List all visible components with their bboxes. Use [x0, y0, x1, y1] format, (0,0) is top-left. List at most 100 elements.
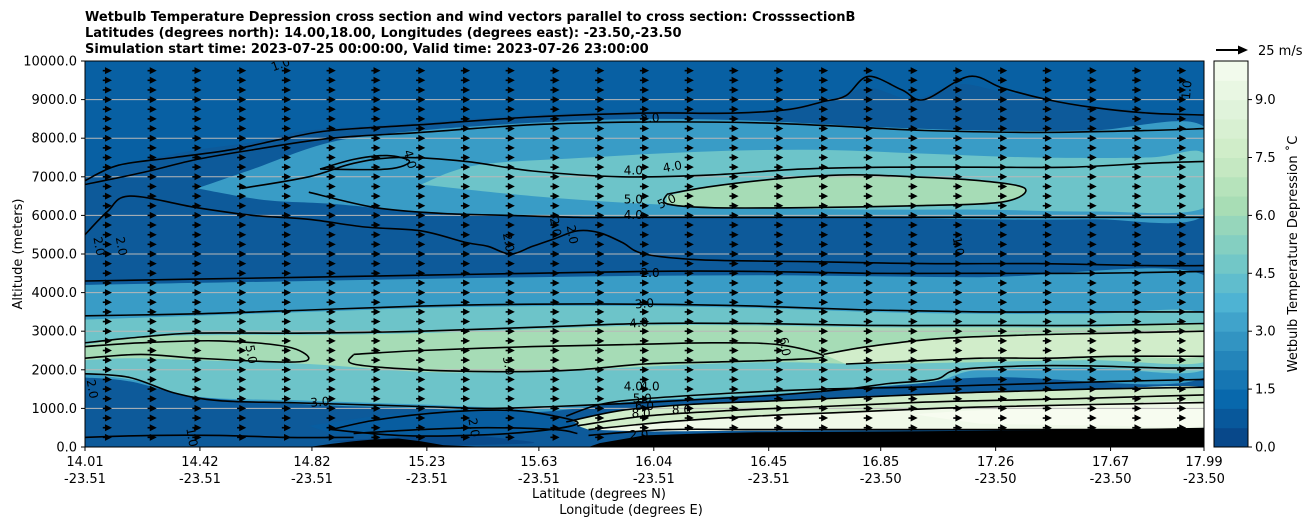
wind-vector [908, 298, 918, 306]
wind-vector [505, 115, 515, 123]
wind-vector [1132, 231, 1142, 239]
wind-vector [371, 76, 381, 84]
colorbar-tick-label: 9.0 [1255, 93, 1276, 108]
wind-vector [326, 163, 336, 171]
wind-vector [863, 404, 873, 412]
colorbar-swatch [1214, 408, 1248, 429]
wind-vector [774, 347, 784, 354]
wind-vector [908, 308, 918, 316]
wind-vector [281, 347, 292, 354]
chart-title-line-1: Wetbulb Temperature Depression cross sec… [85, 10, 855, 25]
colorbar-swatch [1214, 196, 1248, 216]
wind-vector [326, 202, 336, 210]
wind-vector [953, 192, 963, 200]
wind-vector [505, 385, 515, 393]
wind-vector [595, 125, 605, 133]
wind-vector [639, 260, 650, 268]
wind-vector [237, 96, 247, 104]
wind-vector [1177, 308, 1187, 316]
wind-vector [550, 202, 560, 210]
wind-vector [281, 424, 292, 432]
wind-vector [908, 385, 918, 393]
wind-vector [1087, 250, 1097, 258]
wind-vector [953, 105, 963, 113]
wind-vector [1042, 173, 1052, 181]
wind-vector [192, 385, 202, 393]
wind-vector [818, 182, 829, 190]
wind-vector [774, 395, 784, 403]
colorbar-swatch [1214, 292, 1248, 313]
wind-vector [818, 221, 829, 229]
wind-vector [460, 347, 471, 354]
wind-vector [416, 67, 426, 75]
x-tick-label-lon: -23.51 [179, 472, 221, 487]
wind-vector [371, 356, 381, 364]
wind-vector [953, 163, 963, 171]
wind-vector [729, 202, 739, 210]
wind-vector [237, 289, 247, 297]
wind-vector [102, 67, 112, 75]
colorbar-tick-label: 1.5 [1255, 383, 1276, 398]
wind-vector [997, 404, 1008, 412]
wind-vector [460, 76, 471, 84]
wind-vector [639, 424, 650, 432]
wind-vector [818, 395, 829, 403]
colorbar: 0.0 1.5 3.0 4.5 6.0 7.5 9.0 [1213, 60, 1276, 456]
wind-vector [1132, 192, 1142, 200]
wind-vector [460, 231, 471, 239]
wind-vector [192, 115, 202, 123]
wind-vector [595, 375, 605, 383]
wind-vector [639, 289, 650, 297]
wind-vector [908, 366, 918, 374]
y-tick-label: 8000.0 [32, 132, 78, 147]
wind-vector [818, 231, 829, 239]
wind-vector [729, 125, 739, 133]
wind-vector [684, 173, 694, 181]
colorbar-swatch [1214, 80, 1248, 101]
wind-vector [774, 433, 784, 441]
wind-vector [281, 231, 292, 239]
wind-vector [1177, 433, 1187, 441]
wind-vector [237, 327, 247, 335]
wind-vector [505, 279, 515, 287]
wind-vector [908, 144, 918, 152]
wind-vector [997, 289, 1008, 297]
wind-vector [684, 318, 694, 326]
wind-vector [192, 308, 202, 316]
wind-vector [371, 308, 381, 316]
wind-vector [550, 395, 560, 403]
wind-vector [192, 211, 202, 219]
wind-vector [147, 67, 157, 75]
wind-vector [908, 105, 918, 113]
wind-vector [147, 356, 157, 364]
wind-vector [192, 414, 202, 422]
wind-vector [281, 221, 292, 229]
wind-vector [908, 173, 918, 181]
wind-vector [281, 86, 292, 94]
wind-vector [192, 327, 202, 335]
wind-vector [863, 192, 873, 200]
wind-vector [1087, 105, 1097, 113]
wind-vector [416, 86, 426, 94]
wind-vector [505, 182, 515, 190]
wind-vector [505, 163, 515, 171]
wind-vector [774, 404, 784, 412]
wind-vector [326, 404, 336, 412]
wind-vector [1177, 385, 1187, 393]
wind-vector [550, 404, 560, 412]
x-tick-label-lat: 17.26 [977, 455, 1014, 470]
wind-vector [818, 327, 829, 335]
wind-vector [1177, 260, 1187, 268]
wind-vector [774, 134, 784, 142]
wind-vector [1042, 269, 1052, 277]
wind-vector [863, 173, 873, 181]
contour-label: 2.0 [113, 236, 130, 257]
wind-vector [684, 163, 694, 171]
wind-vector [1177, 144, 1187, 152]
wind-vector [371, 395, 381, 403]
wind-vector [102, 250, 112, 258]
wind-vector [953, 279, 963, 287]
wind-vector [102, 76, 112, 84]
wind-vector [818, 134, 829, 142]
wind-vector [147, 202, 157, 210]
